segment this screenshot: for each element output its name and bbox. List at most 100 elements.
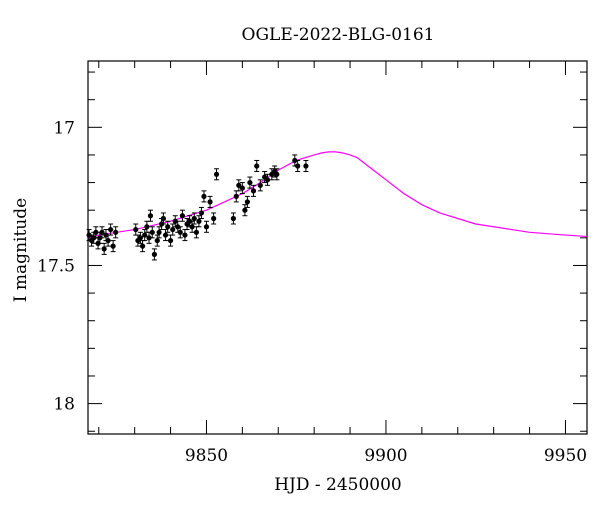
point-marker [292, 157, 298, 164]
data-point [230, 212, 236, 225]
plot-area [86, 151, 588, 261]
point-marker [133, 226, 139, 233]
point-marker [239, 185, 245, 191]
point-marker [105, 237, 111, 244]
point-marker [196, 218, 202, 224]
point-marker [108, 226, 114, 233]
data-points [86, 154, 309, 261]
data-point [113, 226, 119, 239]
point-marker [233, 193, 239, 199]
point-marker [247, 179, 253, 186]
data-point [269, 168, 275, 181]
point-marker [242, 207, 248, 213]
data-point [99, 226, 105, 239]
tick-labels: 9850 9900 9950 17 17.5 18 [37, 118, 587, 466]
point-marker [211, 215, 217, 222]
data-point [162, 229, 169, 242]
point-marker [99, 229, 105, 235]
point-marker [203, 224, 210, 230]
data-point [196, 215, 202, 228]
point-marker [198, 210, 205, 216]
point-marker [165, 224, 171, 230]
point-marker [193, 229, 200, 235]
data-point [151, 248, 158, 261]
y-tick-label: 18 [53, 395, 75, 415]
data-point [189, 220, 195, 233]
data-point [147, 209, 154, 222]
point-marker [156, 229, 162, 235]
data-point [213, 168, 220, 181]
data-point [303, 159, 309, 173]
point-marker [93, 229, 99, 235]
data-point [149, 226, 155, 239]
point-marker [139, 243, 146, 249]
point-marker [110, 243, 116, 249]
data-point [295, 159, 301, 173]
point-marker [201, 193, 207, 199]
point-marker [250, 188, 257, 194]
point-marker [295, 163, 301, 169]
point-marker [175, 224, 181, 230]
point-marker [167, 237, 174, 244]
x-tick-label: 9900 [364, 446, 407, 466]
x-axis-title: HJD - 2450000 [274, 475, 402, 495]
data-point [211, 212, 217, 225]
point-marker [144, 224, 150, 230]
point-marker [179, 213, 186, 219]
data-point [182, 229, 188, 242]
data-point [154, 234, 160, 247]
point-marker [254, 163, 260, 169]
data-point [207, 195, 213, 208]
data-point [250, 184, 257, 197]
data-point [257, 179, 263, 192]
data-point [247, 176, 253, 189]
point-marker [151, 251, 158, 258]
data-point [156, 226, 162, 239]
data-point [201, 190, 207, 203]
data-point [239, 182, 245, 195]
y-tick-label: 17.5 [37, 256, 75, 276]
y-tick-label: 17 [53, 118, 75, 138]
point-marker [149, 229, 155, 235]
point-marker [160, 215, 166, 222]
point-marker [207, 199, 213, 205]
plot-frame [87, 60, 588, 435]
point-marker [189, 224, 195, 230]
point-marker [146, 235, 152, 241]
data-point [244, 195, 250, 208]
x-tick-label: 9950 [544, 446, 587, 466]
data-point [236, 179, 242, 192]
point-marker [257, 182, 263, 188]
point-marker [170, 226, 176, 233]
data-point [101, 242, 107, 255]
data-point [264, 173, 271, 186]
data-point [160, 212, 166, 225]
point-marker [177, 229, 183, 235]
point-marker [154, 237, 160, 244]
point-marker [230, 215, 236, 222]
point-marker [162, 232, 169, 238]
data-point [203, 220, 210, 233]
point-marker [186, 218, 193, 224]
data-point [170, 223, 176, 236]
point-marker [101, 246, 107, 252]
point-marker [147, 213, 154, 219]
point-marker [113, 229, 119, 235]
point-marker [142, 232, 148, 238]
point-marker [236, 182, 242, 188]
point-marker [182, 232, 188, 238]
point-marker [86, 232, 92, 238]
point-marker [244, 199, 250, 205]
point-marker [303, 163, 309, 169]
data-point [274, 168, 280, 181]
data-point [198, 206, 205, 219]
data-point [110, 240, 116, 253]
data-point [177, 226, 183, 239]
axis-ticks [88, 61, 587, 434]
data-point [93, 226, 99, 239]
x-tick-label: 9850 [185, 446, 228, 466]
data-point [242, 204, 248, 217]
data-point [254, 159, 260, 173]
data-point [191, 212, 197, 225]
